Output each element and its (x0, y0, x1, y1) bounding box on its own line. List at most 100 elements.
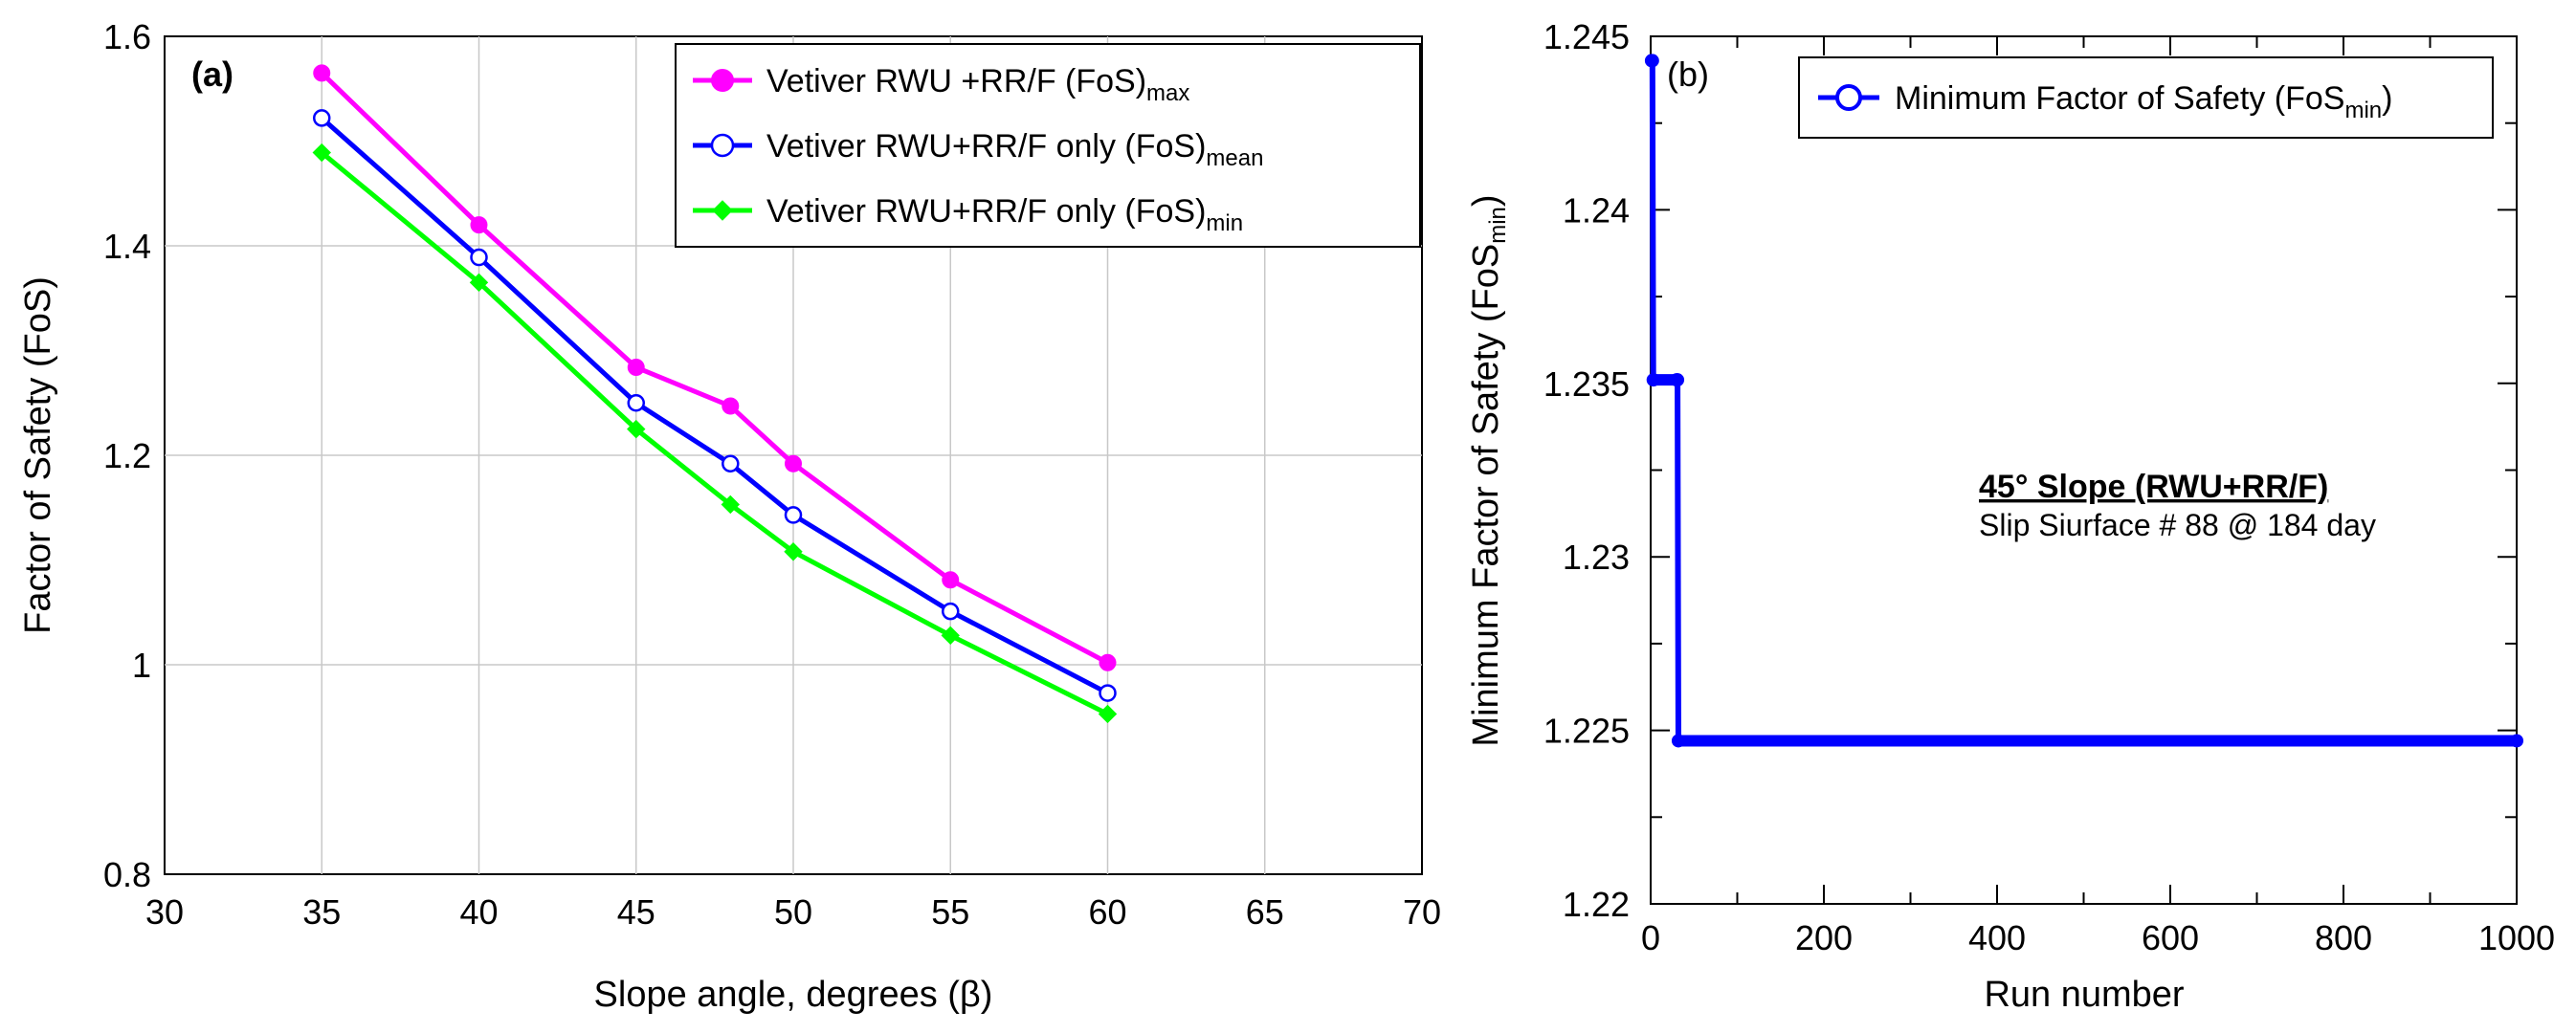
data-point (1645, 54, 1659, 68)
data-point (1671, 373, 1685, 387)
y-tick-label: 1 (132, 646, 151, 685)
panel-b-y-axis-label: Minimum Factor of Safety (FoSmin) (1466, 194, 1511, 746)
data-point (1671, 734, 1685, 748)
series-min (312, 143, 1118, 724)
panel-a-y-axis-label: Factor of Safety (FoS) (18, 276, 58, 634)
data-point (470, 216, 488, 234)
data-point (784, 506, 803, 524)
x-tick-label: 70 (1403, 892, 1441, 932)
data-point (941, 626, 960, 646)
y-tick-label: 0.8 (103, 855, 151, 894)
x-tick-label: 400 (1968, 918, 2026, 957)
legend-marker (711, 69, 734, 92)
data-point (1098, 704, 1118, 724)
data-point (469, 273, 489, 293)
x-tick-label: 60 (1088, 892, 1126, 932)
y-tick-label: 1.6 (103, 17, 151, 56)
x-tick-label: 200 (1795, 918, 1853, 957)
legend-label-sub: mean (1206, 145, 1263, 171)
data-point (1099, 684, 1117, 702)
data-point (721, 495, 741, 515)
data-point (313, 109, 331, 127)
legend-item: Vetiver RWU +RR/F (FoS)max (693, 63, 1189, 106)
legend-label: Minimum Factor of Safety (FoSmin) (1895, 80, 2392, 123)
data-point (312, 143, 331, 163)
data-point (627, 419, 646, 439)
x-tick-label: 65 (1246, 892, 1284, 932)
x-tick-label: 800 (2315, 918, 2372, 957)
legend-label-main: Vetiver RWU +RR/F (FoS) (766, 63, 1146, 99)
data-point (942, 571, 960, 589)
legend-label: Vetiver RWU+RR/F only (FoS)min (766, 193, 1243, 236)
legend-box (1798, 56, 2494, 139)
panel-a-legend: Vetiver RWU +RR/F (FoS)max Vetiver RWU+RR… (675, 43, 1421, 248)
panel-b-y-label-main: Minimum Factor of Safety (FoS (1466, 244, 1506, 747)
legend-label-main: Vetiver RWU+RR/F only (FoS) (766, 128, 1206, 165)
data-point (627, 359, 645, 377)
x-tick-label: 40 (459, 892, 498, 932)
y-tick-label: 1.23 (1563, 538, 1630, 577)
x-tick-label: 50 (774, 892, 812, 932)
panel-a-x-axis-label: Slope angle, degrees (β) (594, 975, 993, 1015)
data-point (1646, 373, 1660, 387)
legend-item: Minimum Factor of Safety (FoSmin) (1818, 80, 2392, 123)
data-point (722, 397, 740, 415)
x-tick-label: 35 (302, 892, 341, 932)
legend-item: Vetiver RWU+RR/F only (FoS)min (693, 193, 1243, 236)
panel-b-y-label-close: ) (1466, 194, 1506, 207)
annotation-title: 45° Slope (RWU+RR/F) (1979, 469, 2328, 505)
x-tick-label: 1000 (2478, 918, 2555, 957)
legend-box (675, 43, 1421, 248)
legend-label-sub: min (1206, 210, 1243, 236)
y-tick-label: 1.24 (1563, 190, 1630, 230)
data-point (2510, 734, 2523, 748)
data-point (785, 454, 802, 473)
panel-b-series (1644, 54, 2523, 748)
legend-marker (710, 133, 735, 158)
legend-label-close: ) (2382, 80, 2392, 117)
legend-label-sub: min (2344, 98, 2382, 123)
data-point (313, 64, 331, 82)
y-tick-label: 1.245 (1543, 17, 1630, 56)
panel-a-label: (a) (191, 55, 233, 94)
legend-label: Vetiver RWU+RR/F only (FoS)mean (766, 128, 1263, 171)
series-max (313, 64, 1117, 671)
x-tick-label: 55 (931, 892, 969, 932)
data-point (627, 394, 645, 412)
panel-b-ticks: 0 200 400 600 800 1000 1.22 1.225 1.23 1.235 1.24 1… (1543, 17, 2555, 957)
panel-b-plot-frame (1650, 35, 2518, 905)
panel-b-annotation: 45° Slope (RWU+RR/F) Slip Siurface # 88 … (1979, 469, 2376, 542)
data-point (1099, 653, 1117, 671)
panel-b-label: (b) (1667, 55, 1709, 94)
panel-a-series (312, 64, 1118, 724)
series-mean (313, 109, 1117, 702)
data-point (470, 248, 488, 267)
y-tick-label: 1.235 (1543, 364, 1630, 404)
x-tick-label: 45 (617, 892, 655, 932)
y-tick-label: 1.4 (103, 227, 151, 266)
legend-label-main: Vetiver RWU+RR/F only (FoS) (766, 193, 1206, 230)
legend-marker (1835, 84, 1862, 111)
legend-label-main: Minimum Factor of Safety (FoS (1895, 80, 2344, 117)
panel-b-chart: 0 200 400 600 800 1000 1.22 1.225 1.23 1.235 1.24 1… (1466, 17, 2555, 1015)
panel-b-legend: Minimum Factor of Safety (FoSmin) (1798, 56, 2494, 139)
y-tick-label: 1.225 (1543, 712, 1630, 751)
legend-label: Vetiver RWU +RR/F (FoS)max (766, 63, 1189, 106)
x-tick-label: 600 (2142, 918, 2199, 957)
series-min-fos (1644, 54, 2523, 748)
annotation-subtitle: Slip Siurface # 88 @ 184 day (1979, 508, 2376, 542)
svg-text:Minimum Factor of Safety (FoSm: Minimum Factor of Safety (FoSmin) (1466, 194, 1511, 746)
panel-b-y-label-sub: min (1485, 207, 1511, 244)
data-point (722, 454, 740, 473)
legend-item: Vetiver RWU+RR/F only (FoS)mean (693, 128, 1263, 171)
x-tick-label: 0 (1641, 918, 1660, 957)
legend-marker (712, 200, 733, 221)
data-point (942, 602, 960, 621)
x-tick-label: 30 (145, 892, 184, 932)
y-tick-label: 1.2 (103, 436, 151, 475)
legend-label-sub: max (1146, 80, 1189, 106)
panel-b-x-axis-label: Run number (1984, 975, 2184, 1015)
panel-a-chart: 30 35 40 45 50 55 60 65 70 0.8 1 1.2 1.4 1.6 (a) Veti… (18, 17, 1441, 1015)
panel-a-ticks: 30 35 40 45 50 55 60 65 70 0.8 1 1.2 1.4 1.6 (103, 17, 1441, 932)
